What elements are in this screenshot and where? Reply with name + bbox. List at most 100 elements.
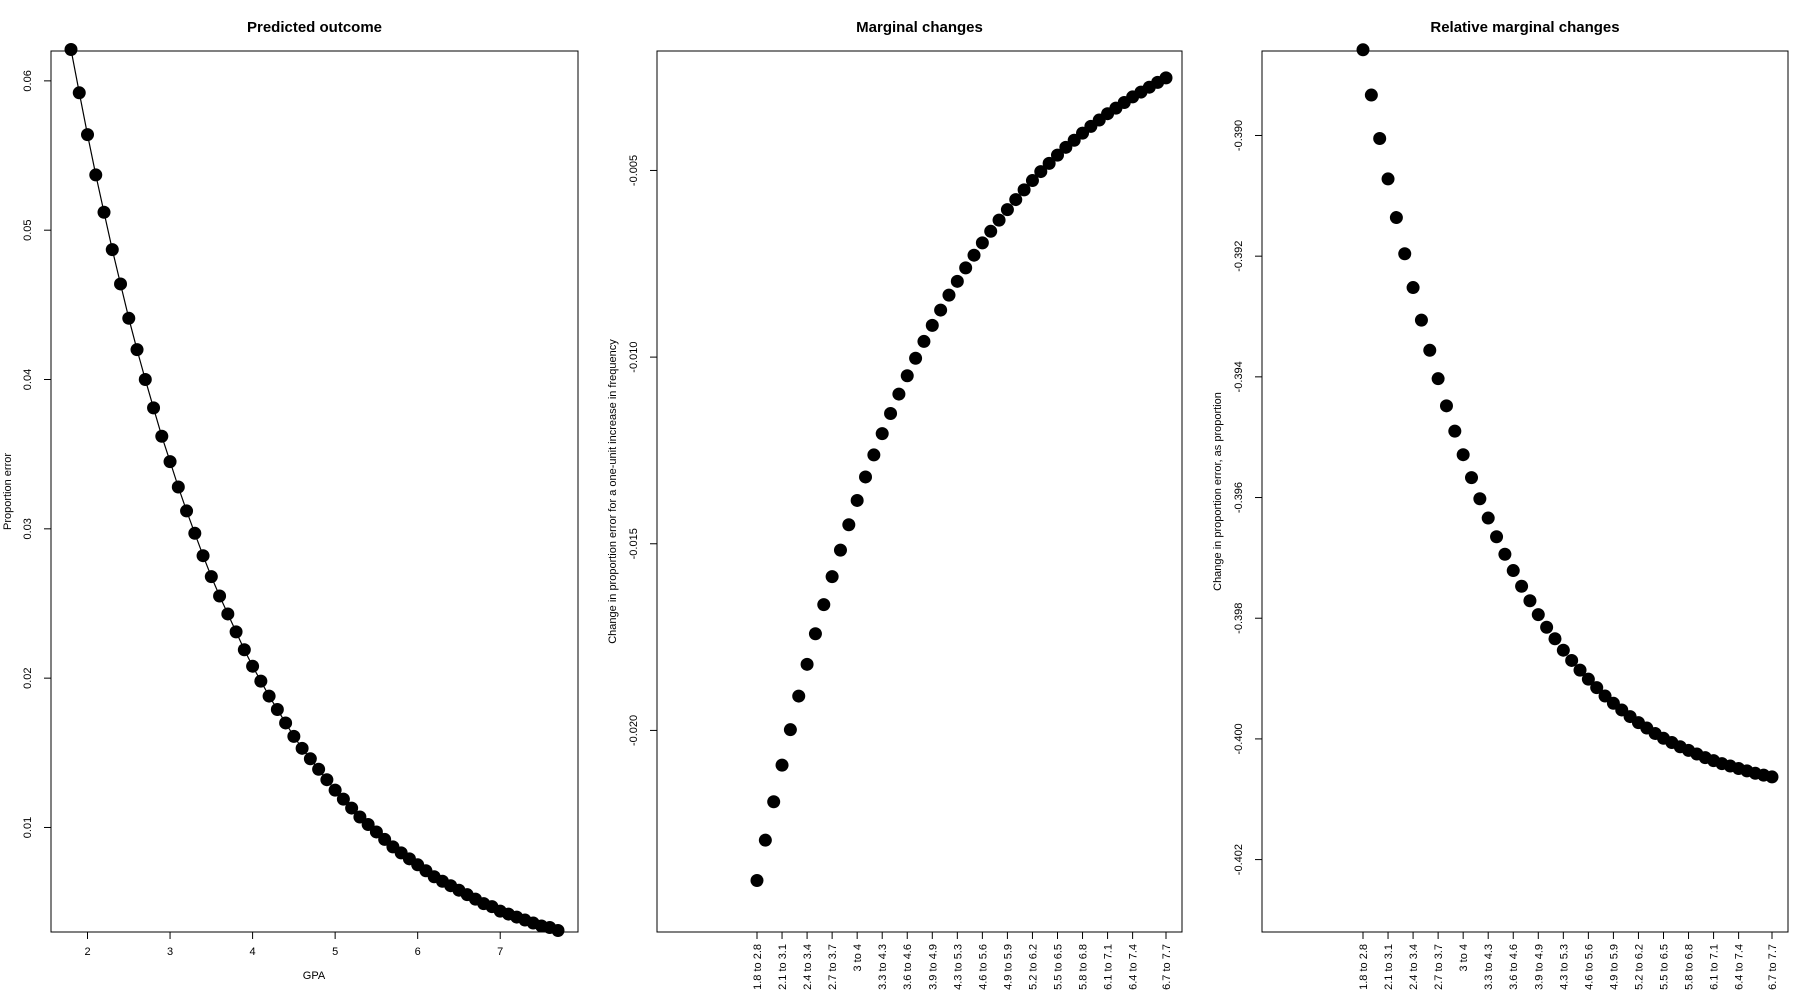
data-point [81, 128, 95, 142]
data-point [72, 86, 86, 100]
data-point [213, 589, 227, 603]
data-point [270, 703, 284, 717]
x-tick-label: 6.4 to 7.4 [1128, 944, 1140, 990]
x-tick-label: 3 to 4 [852, 944, 864, 972]
x-tick-label: 3 [167, 946, 173, 958]
x-tick-label: 4.9 to 5.9 [1002, 944, 1014, 990]
data-point [1523, 594, 1537, 608]
x-tick-label: 4.6 to 5.6 [977, 944, 989, 990]
plot-frame [656, 50, 1183, 933]
data-point [138, 373, 152, 387]
x-tick-label: 2 [84, 946, 90, 958]
y-tick-label: 0.06 [22, 70, 34, 91]
data-point [345, 801, 359, 815]
x-tick-label: 5.8 to 6.8 [1684, 944, 1696, 990]
data-point [221, 607, 235, 621]
x-tick-label: 3.9 to 4.9 [927, 944, 939, 990]
x-tick-label: 5.5 to 6.5 [1658, 944, 1670, 990]
data-point [984, 224, 998, 238]
data-point [303, 752, 317, 766]
x-tick-label: 4.3 to 5.3 [952, 944, 964, 990]
data-point [336, 792, 350, 806]
data-point [97, 205, 111, 219]
y-tick-label: -0.400 [1233, 723, 1245, 754]
data-point [925, 318, 939, 332]
x-tick-label: 2.7 to 3.7 [1433, 944, 1445, 990]
data-point [967, 248, 981, 262]
data-point [792, 689, 806, 703]
data-point [1159, 71, 1173, 85]
data-point [909, 351, 923, 365]
x-tick-label: 6.7 to 7.7 [1161, 944, 1173, 990]
data-point [1515, 579, 1529, 593]
y-tick-label: -0.392 [1233, 241, 1245, 272]
x-tick-label: 2.1 to 3.1 [777, 944, 789, 990]
y-tick-label: 0.05 [22, 219, 34, 240]
data-point [155, 429, 169, 443]
data-point [1034, 165, 1048, 179]
data-point [758, 833, 772, 847]
data-point [122, 311, 136, 325]
data-point [295, 741, 309, 755]
data-point [783, 723, 797, 737]
data-point [1581, 672, 1595, 686]
data-point [950, 274, 964, 288]
x-tick-label: 4.3 to 5.3 [1558, 944, 1570, 990]
y-tick-label: -0.402 [1233, 844, 1245, 875]
y-tick-label: -0.396 [1233, 482, 1245, 513]
data-point [867, 448, 881, 462]
x-tick-label: 5 [332, 946, 338, 958]
data-point [942, 288, 956, 302]
data-point [825, 570, 839, 584]
x-tick-label: 2.4 to 3.4 [802, 944, 814, 990]
data-point [1506, 564, 1520, 578]
data-point [378, 832, 392, 846]
data-point [917, 334, 931, 348]
data-point [884, 406, 898, 420]
data-point [1017, 183, 1031, 197]
data-point [320, 773, 334, 787]
plot-frame [50, 50, 579, 933]
data-point [229, 625, 243, 639]
data-point [1431, 372, 1445, 386]
x-tick-label: 3.9 to 4.9 [1533, 944, 1545, 990]
data-point [328, 783, 342, 797]
data-point [1473, 492, 1487, 506]
plot-frame [1261, 50, 1789, 933]
x-tick-label: 6 [415, 946, 421, 958]
x-axis-label: GPA [303, 970, 326, 982]
x-tick-label: 6.1 to 7.1 [1103, 944, 1115, 990]
data-point [1439, 399, 1453, 413]
y-tick-label: -0.010 [628, 342, 640, 373]
data-point [237, 643, 251, 657]
data-point [1490, 530, 1504, 544]
data-point [312, 762, 326, 776]
chart-title: Relative marginal changes [1430, 19, 1619, 36]
data-point [196, 549, 210, 563]
data-point [1565, 653, 1579, 667]
data-point [1548, 632, 1562, 646]
x-tick-label: 6.7 to 7.7 [1767, 944, 1779, 990]
x-tick-label: 7 [497, 946, 503, 958]
x-tick-label: 3.3 to 4.3 [877, 944, 889, 990]
x-tick-label: 5.5 to 6.5 [1052, 944, 1064, 990]
data-point [875, 427, 889, 441]
y-axis-label: Change in proportion error, as proportio… [1212, 392, 1224, 591]
data-point [279, 716, 293, 730]
x-tick-label: 5.8 to 6.8 [1078, 944, 1090, 990]
data-point [105, 243, 119, 257]
data-point [1456, 448, 1470, 462]
data-point [808, 627, 822, 641]
y-tick-label: 0.01 [22, 817, 34, 838]
data-point [1573, 663, 1587, 677]
data-point [992, 213, 1006, 227]
x-tick-label: 2.4 to 3.4 [1408, 944, 1420, 990]
data-point [163, 455, 177, 469]
data-point [1364, 88, 1378, 102]
y-tick-label: 0.03 [22, 518, 34, 539]
data-point [1590, 681, 1604, 695]
x-tick-label: 1.8 to 2.8 [752, 944, 764, 990]
data-point [934, 303, 948, 317]
data-point [892, 387, 906, 401]
